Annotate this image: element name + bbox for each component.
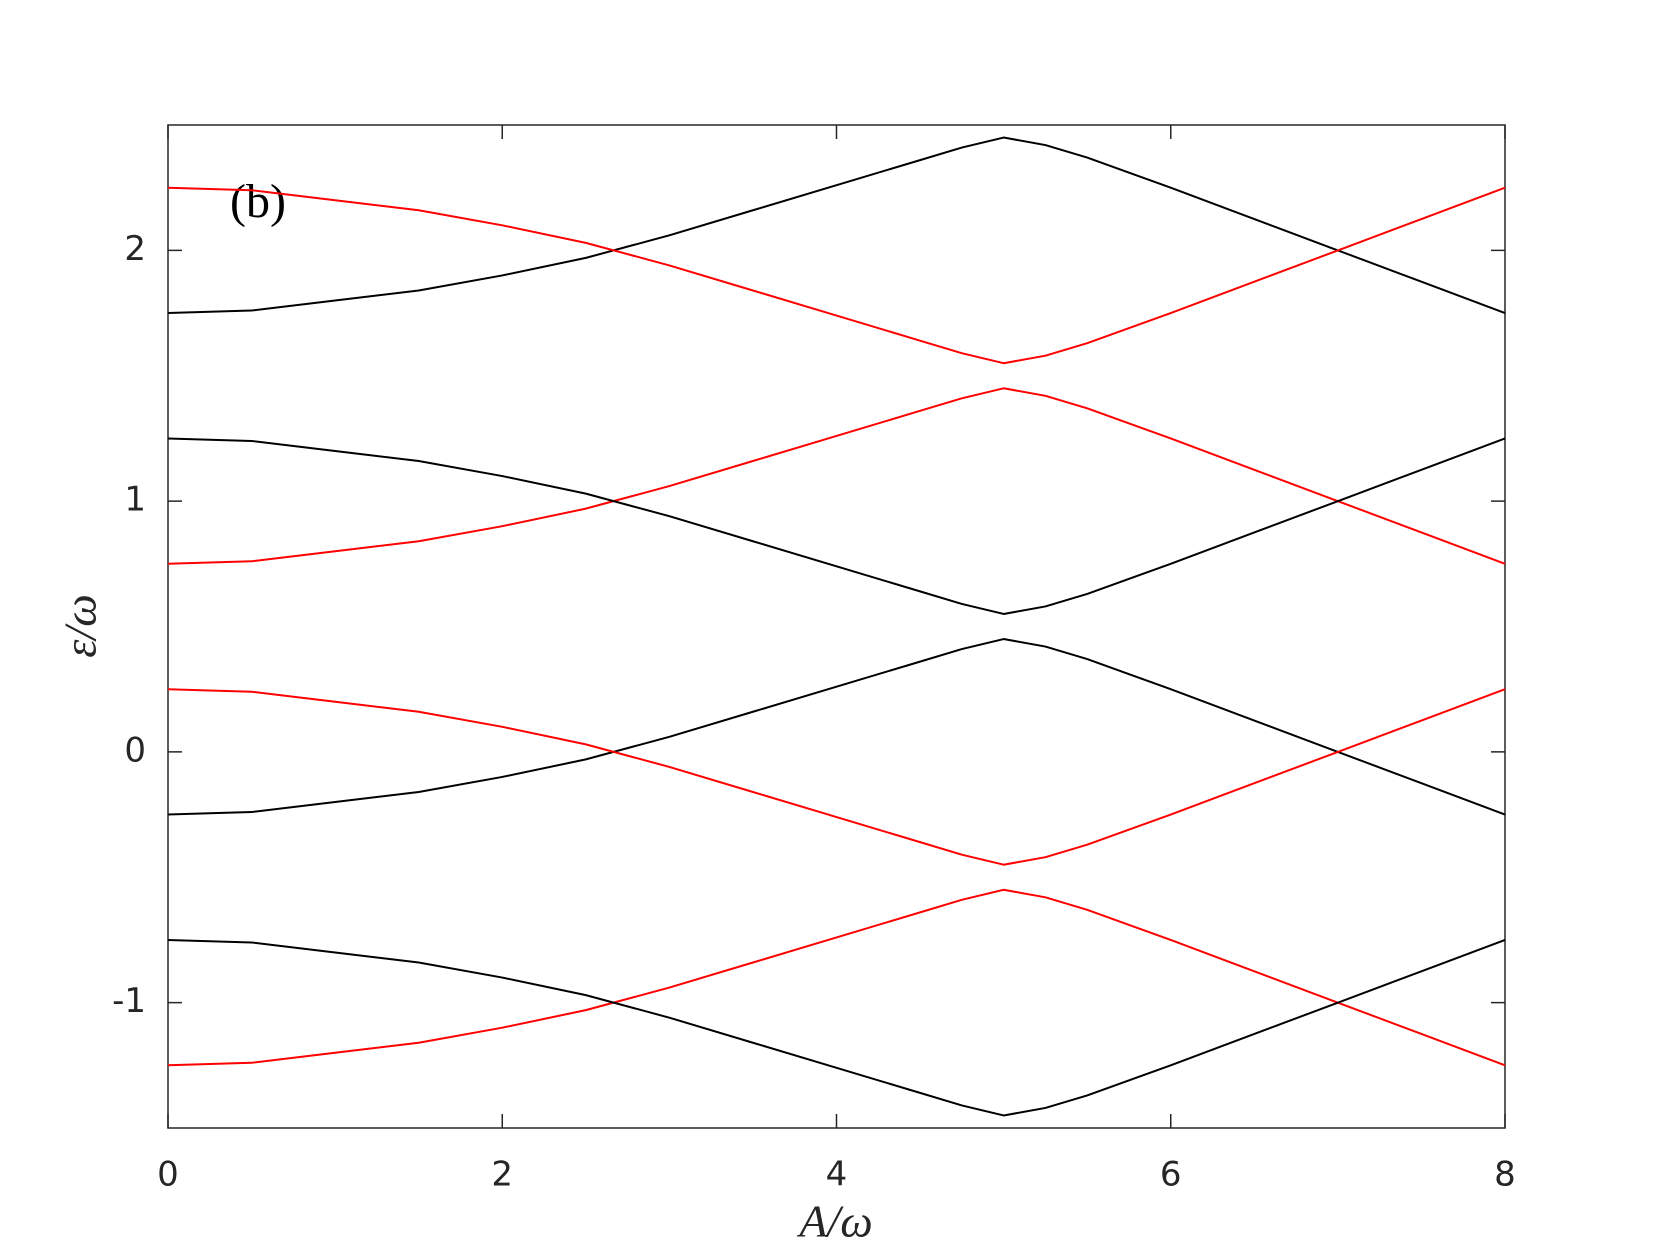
line-series	[167, 688, 1506, 866]
y-axis-label: ε/ω	[55, 594, 106, 657]
plot-frame	[167, 124, 1506, 1129]
line-series	[167, 638, 1506, 816]
line-series	[167, 387, 1506, 565]
panel-label: (b)	[230, 175, 286, 228]
y-tick-label: 1	[124, 480, 146, 520]
line-series	[167, 938, 1506, 1117]
x-tick-label: 8	[1494, 1155, 1516, 1195]
x-tick-label: 4	[826, 1155, 848, 1195]
y-tick-label: -1	[112, 981, 146, 1021]
x-tick-label: 2	[491, 1155, 513, 1195]
y-tick-label: 0	[124, 730, 146, 770]
line-series	[167, 437, 1506, 615]
x-tick-label: 0	[157, 1155, 179, 1195]
y-tick-label: 2	[124, 229, 146, 269]
line-series	[167, 888, 1506, 1067]
x-axis-label: A/ω	[796, 1196, 872, 1246]
line-series	[167, 186, 1506, 365]
line-series	[167, 136, 1506, 315]
x-tick-label: 6	[1160, 1155, 1182, 1195]
